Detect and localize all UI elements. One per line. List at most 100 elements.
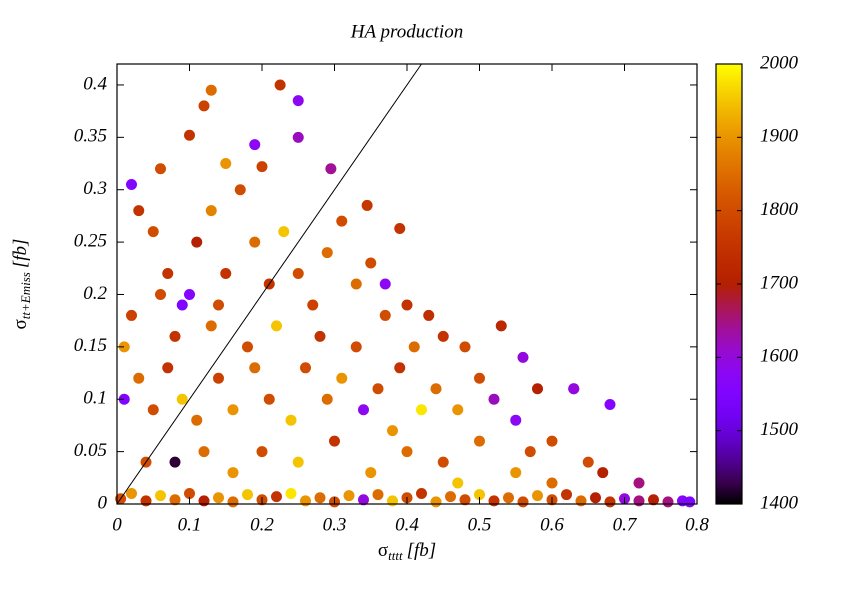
point bbox=[684, 496, 696, 508]
point bbox=[575, 495, 587, 507]
y-tick-label: 0.15 bbox=[74, 335, 107, 356]
point bbox=[423, 309, 435, 321]
point bbox=[213, 299, 224, 311]
point bbox=[191, 414, 203, 426]
point bbox=[361, 199, 373, 211]
point bbox=[249, 236, 261, 248]
point bbox=[372, 489, 384, 501]
point bbox=[198, 446, 210, 458]
point bbox=[300, 362, 311, 374]
point bbox=[325, 163, 337, 175]
point bbox=[445, 491, 456, 503]
point bbox=[147, 404, 159, 416]
point bbox=[561, 489, 572, 501]
point bbox=[155, 288, 166, 300]
point bbox=[495, 320, 507, 332]
colorbar-tick-label: 1600 bbox=[760, 346, 799, 367]
point bbox=[263, 393, 275, 405]
x-tick-label: 0.6 bbox=[540, 514, 564, 535]
point bbox=[474, 489, 485, 501]
point bbox=[321, 393, 333, 405]
point bbox=[437, 456, 449, 468]
point bbox=[336, 372, 348, 384]
point bbox=[314, 492, 326, 504]
point bbox=[292, 131, 304, 143]
point bbox=[205, 320, 217, 332]
point bbox=[568, 383, 580, 395]
point bbox=[220, 268, 232, 280]
point bbox=[365, 467, 377, 479]
point bbox=[343, 490, 355, 502]
point bbox=[227, 404, 239, 416]
point bbox=[408, 341, 420, 353]
point bbox=[532, 490, 543, 502]
point bbox=[242, 489, 253, 501]
x-axis-label: σtttt [fb] bbox=[378, 540, 436, 563]
point bbox=[126, 488, 137, 500]
point bbox=[249, 139, 261, 151]
point bbox=[350, 341, 362, 353]
point bbox=[133, 205, 145, 217]
point bbox=[198, 100, 210, 112]
point bbox=[488, 393, 500, 405]
point bbox=[387, 495, 398, 507]
point bbox=[503, 492, 514, 504]
point bbox=[292, 95, 304, 107]
point bbox=[394, 222, 406, 234]
point bbox=[162, 268, 174, 280]
point bbox=[329, 435, 340, 447]
point bbox=[350, 278, 362, 290]
y-tick-label: 0.4 bbox=[83, 73, 107, 94]
point bbox=[416, 488, 427, 500]
point bbox=[474, 372, 485, 384]
point bbox=[285, 414, 297, 426]
point bbox=[459, 494, 471, 506]
point bbox=[205, 205, 217, 217]
point bbox=[452, 477, 464, 489]
point bbox=[314, 330, 326, 342]
point bbox=[452, 404, 464, 416]
point bbox=[184, 129, 195, 141]
point bbox=[459, 341, 471, 353]
colorbar-tick-label: 2000 bbox=[760, 52, 799, 73]
y-label-symbol: σ bbox=[10, 319, 31, 329]
y-tick-label: 0.3 bbox=[83, 178, 107, 199]
point bbox=[401, 299, 413, 311]
point bbox=[365, 257, 377, 269]
x-tick-label: 0.3 bbox=[323, 514, 347, 535]
point bbox=[437, 330, 449, 342]
point bbox=[220, 158, 232, 170]
point bbox=[285, 488, 297, 500]
x-label-symbol: σ bbox=[378, 540, 388, 561]
plot-frame bbox=[116, 63, 698, 505]
point bbox=[169, 494, 181, 506]
point bbox=[488, 495, 500, 507]
x-tick-label: 0 bbox=[112, 514, 122, 535]
point bbox=[510, 467, 522, 479]
y-label-subscript: tt+Emiss bbox=[18, 272, 33, 319]
point bbox=[604, 496, 616, 508]
x-label-subscript: tttt bbox=[388, 548, 403, 563]
point bbox=[256, 446, 268, 458]
point bbox=[118, 341, 130, 353]
point bbox=[379, 278, 391, 290]
point bbox=[582, 456, 594, 468]
point bbox=[597, 467, 609, 479]
point bbox=[387, 425, 398, 437]
point bbox=[307, 299, 319, 311]
point bbox=[336, 215, 348, 227]
point bbox=[198, 495, 210, 507]
point bbox=[126, 178, 137, 190]
point bbox=[430, 383, 442, 395]
point bbox=[147, 226, 159, 238]
colorbar-tick-label: 1400 bbox=[760, 492, 799, 513]
point bbox=[546, 435, 558, 447]
point bbox=[590, 492, 601, 504]
point bbox=[510, 414, 522, 426]
point bbox=[155, 163, 166, 175]
point bbox=[133, 372, 145, 384]
identity-line bbox=[116, 63, 422, 505]
point bbox=[162, 362, 174, 374]
point bbox=[532, 383, 543, 395]
